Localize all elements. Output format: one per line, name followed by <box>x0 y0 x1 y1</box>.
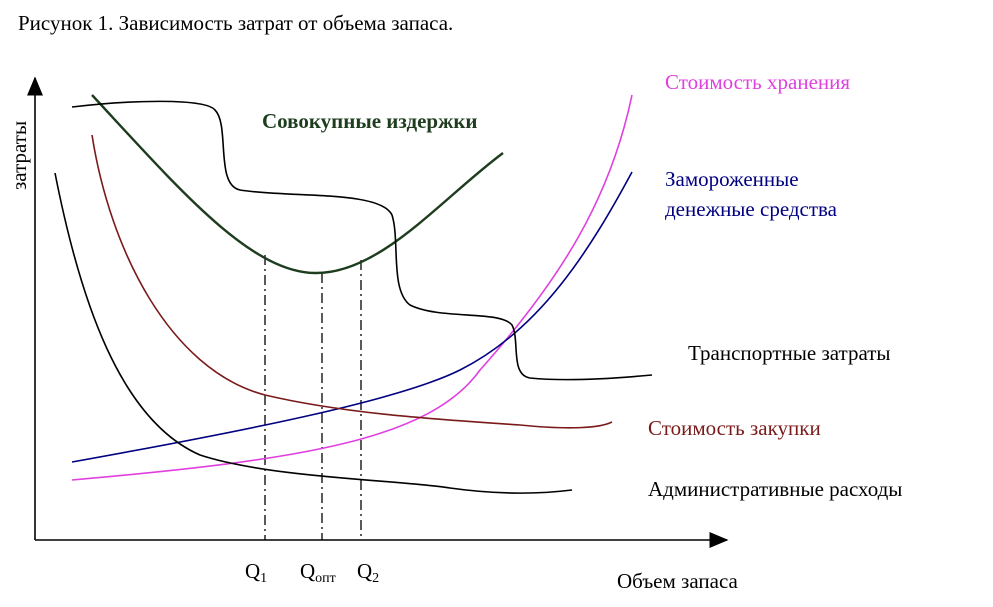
q-symbol: Q <box>245 559 260 583</box>
y-axis-label: затраты <box>7 121 31 190</box>
purchase-label: Стоимость закупки <box>648 416 821 440</box>
qopt-label: Qопт <box>300 559 336 586</box>
transport-curve <box>71 100 653 381</box>
frozen-money-curve <box>71 171 633 463</box>
storage-label: Стоимость хранения <box>665 70 850 94</box>
frozen-money-label: денежные средства <box>665 197 838 221</box>
total-cost-curve <box>91 94 504 275</box>
q-symbol: Q <box>357 559 372 583</box>
q-subscript: 1 <box>260 571 267 586</box>
q-symbol: Q <box>300 559 315 583</box>
q-subscript: 2 <box>372 571 379 586</box>
x-axis-label: Объем запаса <box>617 569 739 593</box>
total-cost-label: Совокупные издержки <box>262 109 478 133</box>
storage-curve <box>71 94 633 481</box>
purchase-curve <box>91 134 613 429</box>
transport-label: Транспортные затраты <box>688 341 891 365</box>
admin-curve <box>54 172 573 494</box>
frozen-money-label: Замороженные <box>665 167 799 191</box>
admin-label: Административные расходы <box>648 477 902 501</box>
q-subscript: опт <box>315 571 336 586</box>
title: Рисунок 1. Зависимость затрат от объема … <box>18 11 453 35</box>
q1-label: Q1 <box>245 559 267 586</box>
q2-label: Q2 <box>357 559 379 586</box>
